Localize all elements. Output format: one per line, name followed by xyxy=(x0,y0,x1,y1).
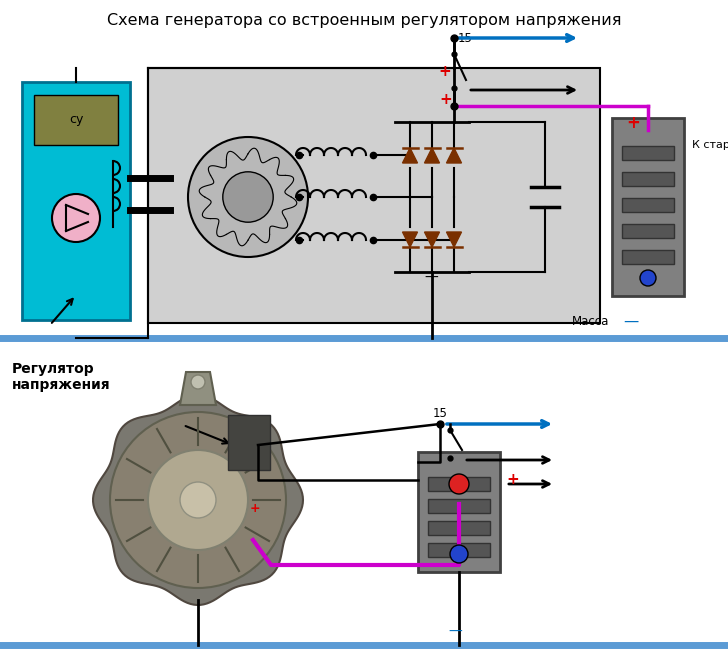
Circle shape xyxy=(223,171,273,222)
Circle shape xyxy=(180,482,216,518)
Text: +: + xyxy=(438,64,451,79)
FancyBboxPatch shape xyxy=(22,82,130,320)
FancyBboxPatch shape xyxy=(622,146,674,160)
Polygon shape xyxy=(403,232,417,247)
Text: Схема генератора со встроенным регулятором напряжения: Схема генератора со встроенным регулятор… xyxy=(107,13,621,28)
Circle shape xyxy=(110,412,286,588)
Polygon shape xyxy=(424,148,440,163)
Polygon shape xyxy=(424,232,440,247)
Text: —: — xyxy=(424,271,438,285)
FancyBboxPatch shape xyxy=(612,118,684,296)
Circle shape xyxy=(191,375,205,389)
FancyBboxPatch shape xyxy=(622,250,674,264)
Circle shape xyxy=(640,270,656,286)
FancyBboxPatch shape xyxy=(622,198,674,212)
FancyBboxPatch shape xyxy=(34,95,118,145)
Text: +: + xyxy=(250,502,261,515)
FancyBboxPatch shape xyxy=(148,68,600,323)
Text: 15: 15 xyxy=(432,407,448,420)
Text: Масса: Масса xyxy=(572,315,609,328)
Circle shape xyxy=(52,194,100,242)
FancyBboxPatch shape xyxy=(622,224,674,238)
Text: К стартеру: К стартеру xyxy=(692,140,728,150)
FancyBboxPatch shape xyxy=(418,452,500,572)
Text: Регулятор
напряжения: Регулятор напряжения xyxy=(12,362,111,392)
FancyBboxPatch shape xyxy=(428,521,490,535)
Text: —: — xyxy=(623,314,638,329)
Text: су: су xyxy=(69,114,83,127)
FancyBboxPatch shape xyxy=(428,477,490,491)
Circle shape xyxy=(450,545,468,563)
Text: 15: 15 xyxy=(458,32,473,45)
Text: —: — xyxy=(448,625,462,639)
Polygon shape xyxy=(446,232,462,247)
Polygon shape xyxy=(93,395,303,605)
Circle shape xyxy=(148,450,248,550)
Circle shape xyxy=(449,474,469,494)
FancyBboxPatch shape xyxy=(428,543,490,557)
Polygon shape xyxy=(403,148,417,163)
Text: +: + xyxy=(439,92,452,107)
Text: +: + xyxy=(506,472,519,487)
Text: +: + xyxy=(626,114,640,132)
Circle shape xyxy=(188,137,308,257)
FancyBboxPatch shape xyxy=(228,415,270,470)
Polygon shape xyxy=(446,148,462,163)
FancyBboxPatch shape xyxy=(622,172,674,186)
Polygon shape xyxy=(180,372,216,405)
FancyBboxPatch shape xyxy=(428,499,490,513)
